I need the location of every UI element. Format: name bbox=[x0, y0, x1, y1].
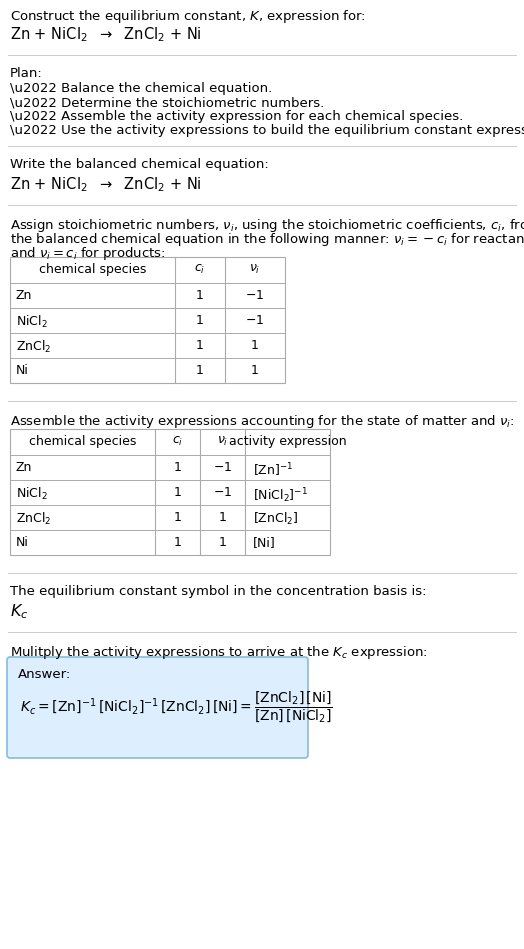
Text: Zn: Zn bbox=[16, 461, 32, 474]
Text: 1: 1 bbox=[173, 511, 181, 524]
Text: NiCl$_2$: NiCl$_2$ bbox=[16, 486, 48, 502]
Text: Plan:: Plan: bbox=[10, 67, 43, 80]
Text: $c_i$: $c_i$ bbox=[172, 435, 183, 448]
Bar bbox=[10, 429, 330, 555]
Text: 1: 1 bbox=[196, 314, 204, 327]
Text: 1: 1 bbox=[219, 536, 226, 549]
Text: [NiCl$_2$]$^{-1}$: [NiCl$_2$]$^{-1}$ bbox=[253, 486, 308, 505]
Text: 1: 1 bbox=[196, 364, 204, 377]
Text: $-$1: $-$1 bbox=[245, 314, 265, 327]
FancyBboxPatch shape bbox=[7, 657, 308, 758]
Text: $-$1: $-$1 bbox=[213, 461, 232, 474]
Text: Construct the equilibrium constant, $K$, expression for:: Construct the equilibrium constant, $K$,… bbox=[10, 8, 366, 25]
Text: ZnCl$_2$: ZnCl$_2$ bbox=[16, 339, 51, 355]
Text: \u2022 Balance the chemical equation.: \u2022 Balance the chemical equation. bbox=[10, 82, 272, 95]
Text: activity expression: activity expression bbox=[228, 435, 346, 448]
Text: ZnCl$_2$: ZnCl$_2$ bbox=[16, 511, 51, 527]
Text: [Ni]: [Ni] bbox=[253, 536, 276, 549]
Bar bbox=[10, 257, 285, 383]
Text: the balanced chemical equation in the following manner: $\nu_i = -c_i$ for react: the balanced chemical equation in the fo… bbox=[10, 231, 524, 248]
Text: 1: 1 bbox=[196, 339, 204, 352]
Text: 1: 1 bbox=[173, 486, 181, 499]
Text: and $\nu_i = c_i$ for products:: and $\nu_i = c_i$ for products: bbox=[10, 245, 166, 262]
Text: Zn: Zn bbox=[16, 289, 32, 302]
Text: Assemble the activity expressions accounting for the state of matter and $\nu_i$: Assemble the activity expressions accoun… bbox=[10, 413, 515, 430]
Text: [Zn]$^{-1}$: [Zn]$^{-1}$ bbox=[253, 461, 293, 478]
Text: NiCl$_2$: NiCl$_2$ bbox=[16, 314, 48, 330]
Text: Write the balanced chemical equation:: Write the balanced chemical equation: bbox=[10, 158, 269, 171]
Text: $c_i$: $c_i$ bbox=[194, 263, 205, 276]
Text: 1: 1 bbox=[173, 461, 181, 474]
Text: $\nu_i$: $\nu_i$ bbox=[249, 263, 260, 276]
Text: $\nu_i$: $\nu_i$ bbox=[217, 435, 228, 448]
Text: chemical species: chemical species bbox=[39, 263, 146, 276]
Text: Ni: Ni bbox=[16, 364, 29, 377]
Text: \u2022 Use the activity expressions to build the equilibrium constant expression: \u2022 Use the activity expressions to b… bbox=[10, 124, 524, 137]
Text: $K_c = [\mathrm{Zn}]^{-1}\,[\mathrm{NiCl_2}]^{-1}\,[\mathrm{ZnCl_2}]\,[\mathrm{N: $K_c = [\mathrm{Zn}]^{-1}\,[\mathrm{NiCl… bbox=[20, 690, 333, 725]
Text: Ni: Ni bbox=[16, 536, 29, 549]
Text: Mulitply the activity expressions to arrive at the $K_c$ expression:: Mulitply the activity expressions to arr… bbox=[10, 644, 428, 661]
Text: Zn + NiCl$_2$  $\rightarrow$  ZnCl$_2$ + Ni: Zn + NiCl$_2$ $\rightarrow$ ZnCl$_2$ + N… bbox=[10, 175, 202, 194]
Text: \u2022 Assemble the activity expression for each chemical species.: \u2022 Assemble the activity expression … bbox=[10, 110, 463, 123]
Text: [ZnCl$_2$]: [ZnCl$_2$] bbox=[253, 511, 298, 527]
Text: $K_c$: $K_c$ bbox=[10, 602, 28, 621]
Text: Zn + NiCl$_2$  $\rightarrow$  ZnCl$_2$ + Ni: Zn + NiCl$_2$ $\rightarrow$ ZnCl$_2$ + N… bbox=[10, 25, 202, 44]
Text: $-$1: $-$1 bbox=[245, 289, 265, 302]
Text: chemical species: chemical species bbox=[29, 435, 136, 448]
Text: $-$1: $-$1 bbox=[213, 486, 232, 499]
Text: 1: 1 bbox=[219, 511, 226, 524]
Text: 1: 1 bbox=[173, 536, 181, 549]
Text: \u2022 Determine the stoichiometric numbers.: \u2022 Determine the stoichiometric numb… bbox=[10, 96, 324, 109]
Text: The equilibrium constant symbol in the concentration basis is:: The equilibrium constant symbol in the c… bbox=[10, 585, 427, 598]
Text: 1: 1 bbox=[251, 364, 259, 377]
Text: 1: 1 bbox=[196, 289, 204, 302]
Text: Assign stoichiometric numbers, $\nu_i$, using the stoichiometric coefficients, $: Assign stoichiometric numbers, $\nu_i$, … bbox=[10, 217, 524, 234]
Text: 1: 1 bbox=[251, 339, 259, 352]
Text: Answer:: Answer: bbox=[18, 668, 71, 681]
